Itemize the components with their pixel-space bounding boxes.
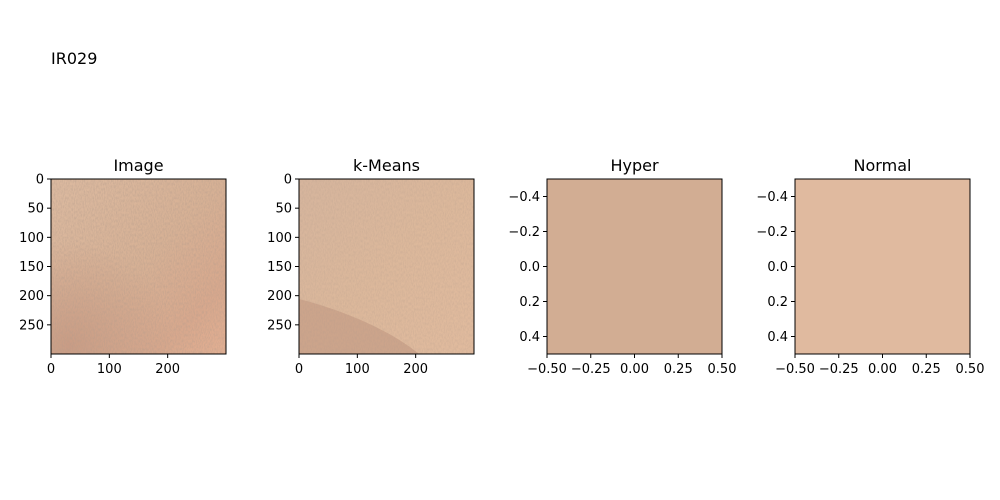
color-swatch [795, 179, 970, 354]
x-tick-label: 200 [403, 362, 428, 377]
panel-title: Hyper [610, 156, 659, 175]
y-tick-label: 0.4 [519, 330, 540, 345]
y-tick-label: 250 [267, 318, 292, 333]
x-tick-label: 0.50 [708, 362, 737, 377]
y-tick-label: 0.4 [767, 330, 788, 345]
x-tick-label: 0.25 [912, 362, 941, 377]
panel-3: Hyper −0.50 −0.25 0.00 0.25 0.50 −0.4 −0.2 0.0 0.… [508, 156, 736, 377]
y-tick-label: 0 [284, 173, 292, 188]
color-swatch [547, 179, 722, 354]
y-tick-label: 200 [267, 289, 292, 304]
x-tick-label: −0.50 [527, 362, 567, 377]
x-tick-label: 100 [345, 362, 370, 377]
y-tick-label: 0.0 [767, 260, 788, 275]
image-texture [51, 179, 226, 354]
panel-4: Normal −0.50 −0.25 0.00 0.25 0.50 −0.4 −0.2 0.0 0… [756, 156, 984, 377]
x-tick-label: 0.00 [868, 362, 897, 377]
image-texture [299, 179, 474, 354]
panel-title: Normal [854, 156, 912, 175]
y-tick-label: 150 [19, 260, 44, 275]
y-tick-label: −0.2 [508, 225, 540, 240]
x-tick-label: 0 [47, 362, 55, 377]
panel-1: Image 0 100 200 0 50 100 150 200 250 [19, 156, 227, 377]
y-tick-label: 250 [19, 318, 44, 333]
x-tick-label: −0.50 [775, 362, 815, 377]
panel-2: k-Means 0 100 200 0 50 100 150 200 250 [267, 156, 475, 377]
y-tick-label: 50 [27, 202, 44, 217]
y-tick-label: 200 [19, 289, 44, 304]
y-tick-label: 0 [36, 173, 44, 188]
x-tick-label: −0.25 [819, 362, 859, 377]
y-tick-label: 150 [267, 260, 292, 275]
y-tick-label: −0.4 [756, 190, 788, 205]
x-tick-label: 0.50 [956, 362, 985, 377]
x-tick-label: 0.00 [620, 362, 649, 377]
x-tick-label: 0 [295, 362, 303, 377]
y-tick-label: −0.2 [756, 225, 788, 240]
x-tick-label: 0.25 [664, 362, 693, 377]
x-tick-label: −0.25 [571, 362, 611, 377]
figure-label: IR029 [51, 49, 97, 68]
y-tick-label: 50 [275, 202, 292, 217]
y-tick-label: 100 [19, 231, 44, 246]
x-tick-label: 100 [97, 362, 122, 377]
y-tick-label: 0.2 [767, 295, 788, 310]
y-tick-label: 0.0 [519, 260, 540, 275]
y-tick-label: −0.4 [508, 190, 540, 205]
x-tick-label: 200 [155, 362, 180, 377]
y-tick-label: 0.2 [519, 295, 540, 310]
panel-title: k-Means [353, 156, 420, 175]
y-tick-label: 100 [267, 231, 292, 246]
panel-title: Image [113, 156, 163, 175]
